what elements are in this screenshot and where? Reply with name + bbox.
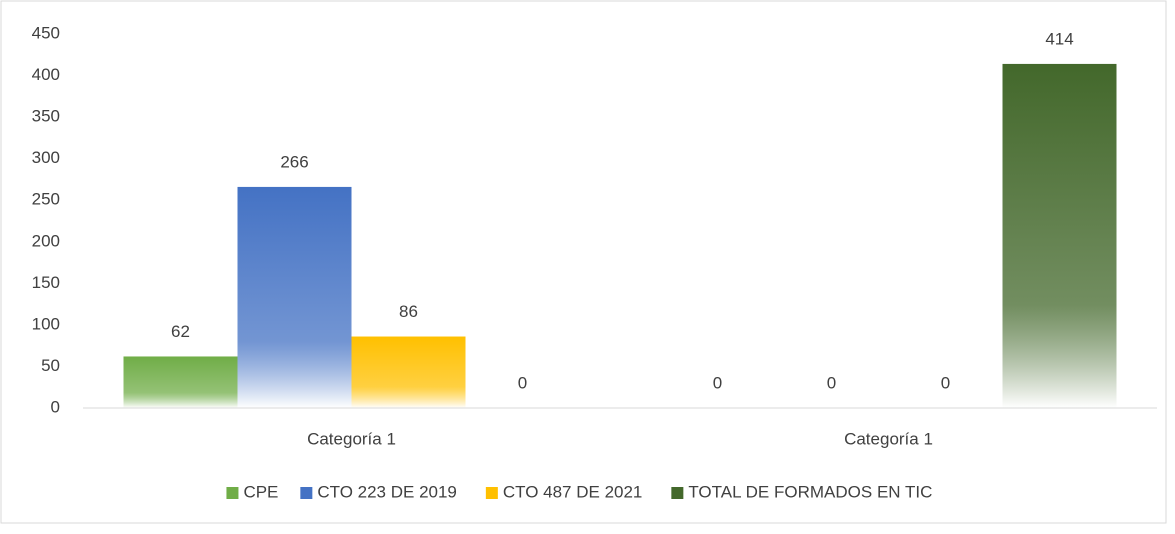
bar xyxy=(123,356,238,408)
y-tick-label: 100 xyxy=(32,314,60,333)
legend-swatch xyxy=(300,487,313,499)
y-tick-label: 350 xyxy=(32,107,60,126)
legend-swatch xyxy=(485,487,498,499)
y-tick-label: 50 xyxy=(41,356,60,375)
y-tick-label: 400 xyxy=(32,65,60,84)
legend-label: CTO 487 DE 2021 xyxy=(503,482,643,501)
data-label: 86 xyxy=(399,302,418,321)
y-tick-label: 450 xyxy=(32,23,60,42)
x-tick-label: Categoría 1 xyxy=(307,429,396,448)
legend-label: CPE xyxy=(243,482,278,501)
data-label: 0 xyxy=(827,373,836,392)
y-tick-label: 250 xyxy=(32,190,60,209)
data-label: 266 xyxy=(280,152,308,171)
legend-label: CTO 223 DE 2019 xyxy=(317,482,457,501)
data-label: 62 xyxy=(171,322,190,341)
data-label: 414 xyxy=(1045,29,1073,48)
data-label: 0 xyxy=(941,373,950,392)
y-tick-label: 200 xyxy=(32,231,60,250)
chart-border xyxy=(0,0,1167,524)
bar xyxy=(237,186,352,408)
bar xyxy=(351,336,466,408)
y-tick-label: 150 xyxy=(32,273,60,292)
bar xyxy=(1002,63,1117,409)
data-label: 0 xyxy=(713,373,722,392)
data-label: 0 xyxy=(518,373,527,392)
x-tick-label: Categoría 1 xyxy=(844,429,933,448)
legend-label: TOTAL DE FORMADOS EN TIC xyxy=(688,482,932,501)
legend-swatch xyxy=(226,487,239,499)
legend-swatch xyxy=(671,487,684,499)
y-tick-label: 0 xyxy=(51,397,60,416)
y-tick-label: 300 xyxy=(32,148,60,167)
